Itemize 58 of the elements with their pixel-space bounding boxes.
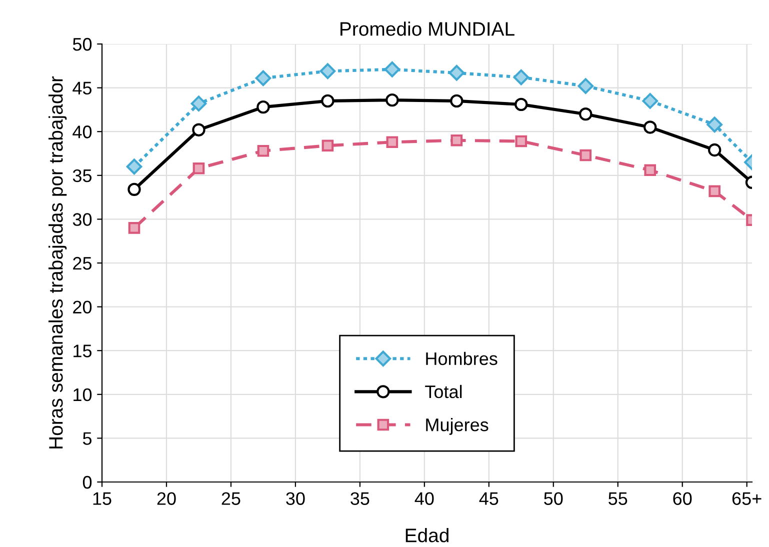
x-tick-label: 60 <box>673 492 692 505</box>
point <box>644 120 657 134</box>
point <box>708 185 721 198</box>
point <box>126 158 142 175</box>
point <box>708 143 722 157</box>
y-tick-label: 40 <box>72 126 92 138</box>
point <box>578 78 594 94</box>
point <box>644 164 656 176</box>
x-tick-label: 15 <box>93 492 112 505</box>
y-axis-title: Horas semanales trabajadas por trabajador <box>48 76 67 448</box>
point <box>384 61 400 78</box>
point <box>257 144 270 157</box>
point <box>192 123 206 136</box>
point <box>128 222 140 234</box>
x-tick-label: 20 <box>157 492 176 505</box>
y-tick-label: 35 <box>72 169 92 182</box>
x-tick-label: 45 <box>479 492 498 505</box>
point <box>321 94 334 108</box>
y-tick-label: 15 <box>74 344 92 358</box>
point <box>322 140 334 152</box>
legend-label: Mujeres <box>426 418 488 435</box>
x-tick-label: 55 <box>608 492 628 505</box>
y-tick-label: 45 <box>72 82 92 95</box>
point <box>256 100 270 114</box>
point <box>513 69 530 86</box>
point <box>706 116 723 133</box>
legend-label: Total <box>425 384 462 398</box>
point <box>514 98 528 112</box>
point <box>320 63 336 80</box>
point <box>515 135 528 148</box>
point <box>579 107 592 121</box>
point <box>255 70 272 86</box>
x-tick-label: 30 <box>286 492 305 505</box>
x-tick-label: 35 <box>350 492 370 505</box>
point <box>448 64 465 81</box>
point <box>450 94 464 108</box>
y-tick-label: 10 <box>74 388 92 402</box>
point <box>190 96 207 112</box>
legend-label: Hombres <box>426 352 498 366</box>
point <box>192 162 205 174</box>
point <box>386 93 399 107</box>
y-tick-label: 5 <box>82 432 92 445</box>
y-tick-label: 30 <box>72 213 92 226</box>
y-tick-label: 0 <box>82 476 92 489</box>
point <box>642 93 658 109</box>
x-tick-label: 50 <box>544 492 563 505</box>
y-tick-label: 50 <box>72 38 92 51</box>
y-tick-label: 25 <box>73 256 92 270</box>
point <box>128 182 141 196</box>
point <box>580 149 592 162</box>
chart-title: Promedio MUNDIAL <box>340 22 514 36</box>
y-tick-label: 20 <box>73 300 92 314</box>
point <box>450 134 463 146</box>
x-axis-title: Edad <box>406 528 448 542</box>
x-tick-label: 40 <box>414 492 434 505</box>
x-tick-label: 65+ <box>732 492 762 505</box>
x-tick-label: 25 <box>222 492 240 505</box>
point <box>386 136 398 148</box>
